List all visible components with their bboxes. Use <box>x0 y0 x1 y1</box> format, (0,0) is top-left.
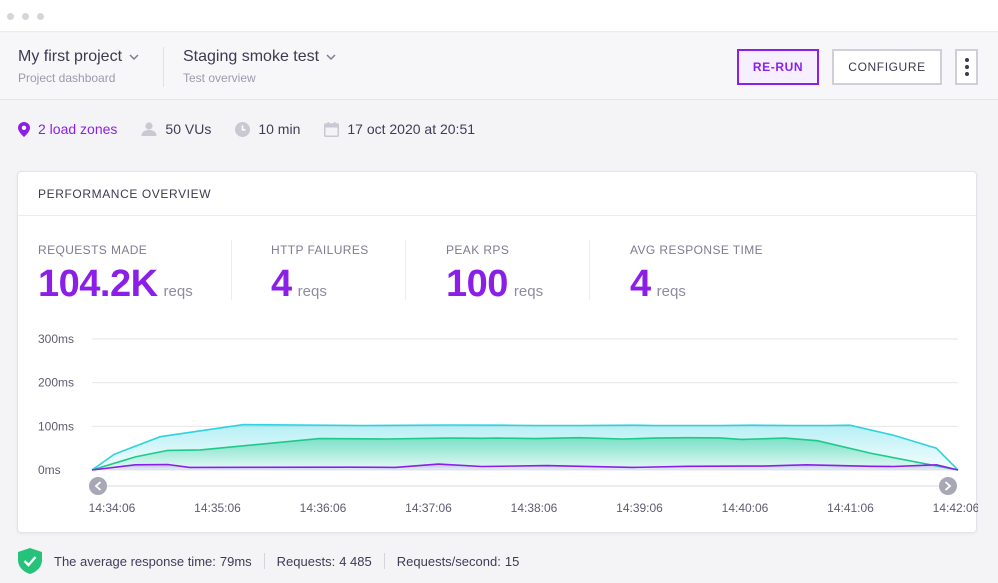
window-dot-icon <box>37 13 44 20</box>
series-area <box>92 437 958 470</box>
chevron-down-icon <box>326 54 336 61</box>
kebab-dot-icon <box>964 72 969 76</box>
project-subtitle: Project dashboard <box>18 71 116 85</box>
requests-label: Requests: <box>276 553 336 569</box>
load-zones-link[interactable]: 2 load zones <box>18 121 117 137</box>
stat-unit: reqs <box>163 283 193 300</box>
y-tick-label: 0ms <box>38 463 61 477</box>
avg-response-value: 79ms <box>219 553 252 569</box>
test-breadcrumb[interactable]: Staging smoke test Test overview <box>183 48 337 85</box>
summary-footer: The average response time: 79ms Requests… <box>18 548 519 574</box>
page-header: My first project Project dashboard Stagi… <box>0 33 998 100</box>
stat-label: PEAK RPS <box>446 243 510 257</box>
configure-button[interactable]: CONFIGURE <box>832 49 942 85</box>
stat-value: 4 <box>271 263 292 305</box>
x-tick-label: 14:39:06 <box>616 501 663 515</box>
date-label: 17 oct 2020 at 20:51 <box>347 121 476 137</box>
project-breadcrumb[interactable]: My first project Project dashboard <box>18 48 140 85</box>
stat-divider <box>405 240 406 300</box>
rps-value: 15 <box>504 553 520 569</box>
card-title: PERFORMANCE OVERVIEW <box>18 172 976 216</box>
response-time-chart: 0ms 100ms 200ms 300ms 14:34:06 14:35:06 14:36:… <box>38 332 978 515</box>
location-pin-icon <box>18 121 30 137</box>
footer-divider <box>263 553 265 569</box>
chevron-left-icon <box>94 481 102 491</box>
load-zones-label: 2 load zones <box>38 121 118 137</box>
stat-unit: reqs <box>297 283 327 300</box>
y-tick-label: 100ms <box>38 419 74 433</box>
chevron-right-icon <box>944 481 952 491</box>
shield-check-icon <box>18 548 42 574</box>
x-tick-label: 14:35:06 <box>194 501 241 515</box>
kebab-dot-icon <box>964 65 969 69</box>
window-dot-icon <box>22 13 29 20</box>
rerun-button[interactable]: RE-RUN <box>737 49 819 85</box>
user-icon <box>141 122 157 136</box>
avg-response-label: The average response time: <box>54 553 216 569</box>
test-meta-bar: 2 load zones 50 VUs 10 min 17 oct 2020 a… <box>18 121 499 137</box>
more-options-button[interactable] <box>955 49 978 85</box>
stat-avg-response-time: AVG RESPONSE TIME 4 reqs <box>630 243 763 306</box>
clock-icon <box>235 121 251 137</box>
window-dot-icon <box>7 13 14 20</box>
test-subtitle: Test overview <box>183 71 256 85</box>
test-title: Staging smoke test <box>183 48 320 65</box>
kebab-dot-icon <box>964 58 969 62</box>
calendar-icon <box>324 121 340 137</box>
duration-info: 10 min <box>235 121 300 137</box>
x-tick-label: 14:36:06 <box>300 501 347 515</box>
rps-label: Requests/second: <box>396 553 501 569</box>
stat-divider <box>231 240 232 300</box>
vus-label: 50 VUs <box>165 121 212 137</box>
stat-label: HTTP FAILURES <box>271 243 369 257</box>
x-tick-label: 14:41:06 <box>827 501 874 515</box>
x-tick-label: 14:42:06 <box>933 501 978 515</box>
stat-unit: reqs <box>513 283 544 300</box>
window-titlebar <box>0 0 998 32</box>
stat-http-failures: HTTP FAILURES 4 reqs <box>271 243 369 306</box>
stat-value: 104.2K <box>38 263 158 305</box>
stat-unit: reqs <box>656 283 686 300</box>
x-tick-label: 14:40:06 <box>722 501 769 515</box>
stat-value: 100 <box>446 263 508 305</box>
performance-overview-card: PERFORMANCE OVERVIEW REQUESTS MADE 104.2… <box>17 171 978 533</box>
vus-info: 50 VUs <box>141 121 211 137</box>
scroll-right-button[interactable] <box>939 477 957 495</box>
x-tick-label: 14:34:06 <box>89 501 136 515</box>
stat-value: 4 <box>630 263 651 305</box>
stat-peak-rps: PEAK RPS 100 reqs <box>446 243 543 306</box>
requests-value: 4 485 <box>339 553 372 569</box>
header-divider <box>163 47 164 87</box>
footer-divider <box>383 553 385 569</box>
y-tick-label: 300ms <box>38 332 74 346</box>
duration-label: 10 min <box>258 121 301 137</box>
series-area <box>92 464 958 470</box>
x-tick-label: 14:37:06 <box>405 501 452 515</box>
series-line <box>91 436 959 471</box>
scroll-left-button[interactable] <box>89 477 107 495</box>
stat-label: REQUESTS MADE <box>38 243 148 257</box>
project-title: My first project <box>18 48 123 65</box>
stat-requests-made: REQUESTS MADE 104.2K reqs <box>38 243 193 306</box>
chevron-down-icon <box>129 54 139 61</box>
stat-divider <box>589 240 590 300</box>
y-tick-label: 200ms <box>38 376 74 390</box>
date-info: 17 oct 2020 at 20:51 <box>324 121 475 137</box>
stat-label: AVG RESPONSE TIME <box>630 243 764 257</box>
x-tick-label: 14:38:06 <box>511 501 558 515</box>
series-line <box>91 463 959 471</box>
series-line <box>91 423 959 471</box>
